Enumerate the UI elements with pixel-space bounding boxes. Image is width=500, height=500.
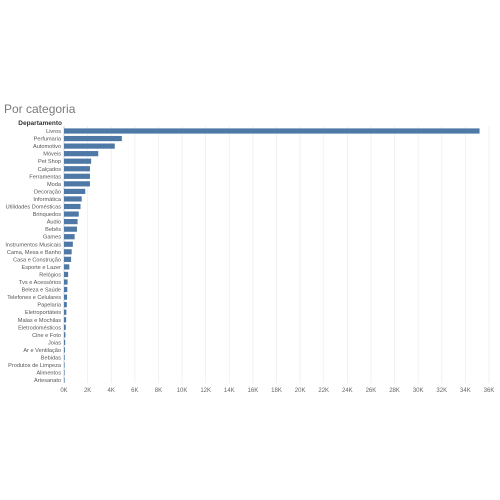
x-tick-label: 4K (108, 388, 115, 394)
category-label: Utilidades Domésticas (6, 205, 62, 211)
category-label: Joias (48, 340, 61, 346)
bar[interactable] (64, 188, 86, 194)
x-tick-label: 24K (342, 388, 353, 394)
bar[interactable] (64, 370, 65, 376)
category-label: Moda (47, 182, 62, 188)
x-tick-label: 26K (366, 388, 377, 394)
x-tick-label: 18K (271, 388, 282, 394)
category-label: Artesanato (34, 378, 61, 384)
category-label: Áudio (47, 219, 61, 226)
category-label: Cine e Foto (32, 333, 61, 339)
bar[interactable] (64, 324, 66, 330)
category-label: Relógios (39, 272, 61, 278)
x-tick-label: 14K (224, 388, 235, 394)
x-tick-label: 34K (460, 388, 471, 394)
bar[interactable] (64, 241, 73, 247)
bar[interactable] (64, 362, 65, 368)
category-label: Ferramentas (29, 174, 61, 180)
x-tick-label: 12K (200, 388, 211, 394)
bar[interactable] (64, 234, 75, 240)
bar[interactable] (64, 264, 70, 270)
bar[interactable] (64, 256, 72, 262)
category-label: Eletroportáteis (25, 310, 61, 316)
category-label: Bebês (45, 227, 61, 233)
bar[interactable] (64, 279, 68, 285)
category-label: Informática (33, 197, 62, 203)
category-label: Produtos de Limpeza (8, 363, 62, 369)
category-label: Beleza e Saúde (22, 288, 62, 294)
bar[interactable] (64, 317, 67, 323)
category-label: Malas e Mochilas (18, 318, 61, 324)
category-label: Móveis (43, 152, 61, 158)
x-tick-label: 28K (389, 388, 400, 394)
bar[interactable] (64, 181, 90, 187)
bar[interactable] (64, 339, 66, 345)
bar[interactable] (64, 347, 65, 353)
category-label: Alimentos (36, 371, 61, 377)
x-tick-label: 36K (484, 388, 495, 394)
chart-title: Por categoria (4, 102, 76, 116)
bar[interactable] (64, 377, 65, 383)
x-tick-label: 30K (413, 388, 424, 394)
x-tick-label: 20K (295, 388, 306, 394)
bar[interactable] (64, 143, 115, 149)
bar[interactable] (64, 128, 480, 134)
x-tick-label: 6K (131, 388, 138, 394)
bar[interactable] (64, 135, 122, 142)
bar[interactable] (64, 302, 67, 308)
bar[interactable] (64, 354, 65, 361)
category-label: Bebidas (41, 356, 61, 362)
category-label: Livros (46, 129, 61, 135)
category-label: Ar e Ventilação (23, 348, 61, 354)
category-label: Perfumaria (34, 137, 62, 143)
category-label: Games (43, 235, 61, 241)
bar[interactable] (64, 309, 67, 315)
category-label: Eletrodomésticos (18, 325, 61, 331)
bar[interactable] (64, 226, 77, 232)
category-label: Decoração (34, 189, 61, 195)
category-label: Automotivo (33, 144, 61, 150)
x-tick-label: 2K (84, 388, 91, 394)
category-axis-header: Departamento (18, 120, 62, 127)
bar[interactable] (64, 219, 78, 225)
bar[interactable] (64, 151, 99, 157)
bar[interactable] (64, 294, 68, 300)
x-tick-label: 10K (177, 388, 188, 394)
x-tick-label: 8K (155, 388, 162, 394)
category-label: Pet Shop (38, 159, 61, 165)
category-label: Esporte e Lazer (22, 265, 62, 271)
x-tick-label: 16K (248, 388, 259, 394)
category-label: Calçados (38, 167, 62, 173)
bar[interactable] (64, 158, 92, 164)
bar[interactable] (64, 203, 81, 210)
category-label: Telefones e Celulares (7, 295, 61, 301)
category-label: Tvs e Acessórios (19, 280, 61, 286)
category-label: Brinquedos (33, 212, 62, 218)
bar[interactable] (64, 249, 72, 255)
bar[interactable] (64, 211, 79, 217)
category-label: Casa e Construção (13, 257, 61, 263)
bar[interactable] (64, 286, 68, 293)
bar[interactable] (64, 332, 66, 338)
bar[interactable] (64, 166, 90, 172)
category-label: Papelaria (37, 303, 62, 309)
x-tick-label: 0K (60, 388, 67, 394)
category-label: Cama, Mesa e Banho (7, 250, 61, 256)
x-tick-label: 32K (436, 388, 447, 394)
bar[interactable] (64, 196, 82, 202)
bar[interactable] (64, 271, 69, 278)
category-label: Instrumentos Musicais (5, 242, 61, 248)
bar[interactable] (64, 173, 90, 179)
x-tick-label: 22K (318, 388, 329, 394)
